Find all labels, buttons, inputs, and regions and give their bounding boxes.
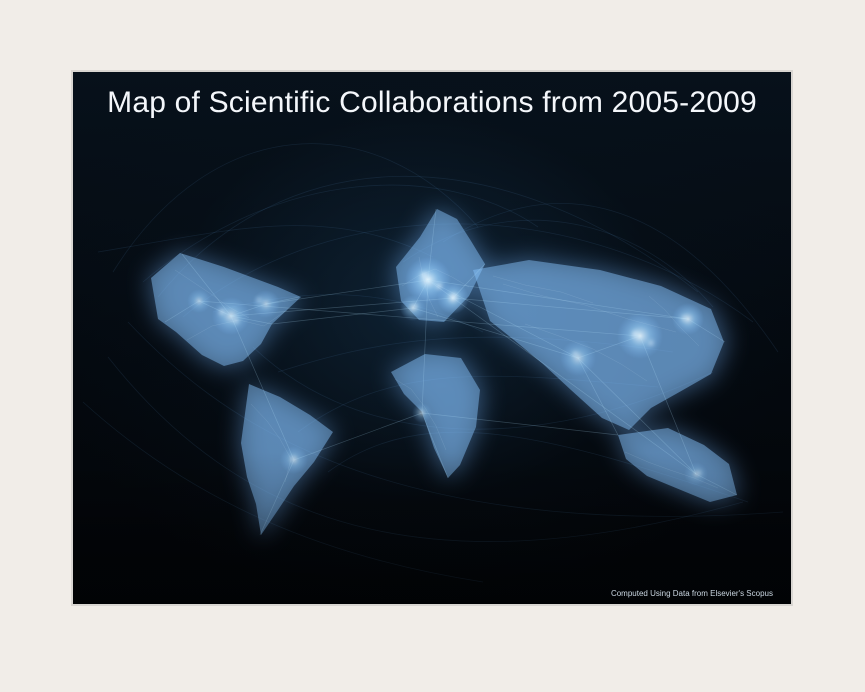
collaboration-map-poster: Map of Scientific Collaborations from 20… — [73, 72, 791, 604]
world-collaboration-map-visual — [73, 143, 791, 604]
map-title: Map of Scientific Collaborations from 20… — [107, 86, 757, 119]
fine-network-lines — [174, 256, 719, 489]
data-source-credit: Computed Using Data from Elsevier's Scop… — [610, 589, 773, 598]
